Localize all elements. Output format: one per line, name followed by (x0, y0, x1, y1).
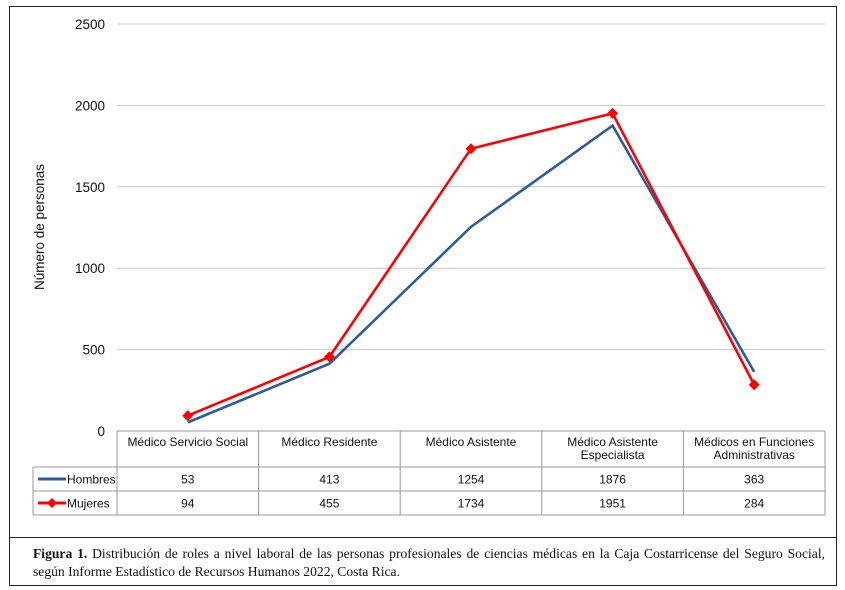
category-label: Médico Residente (281, 435, 377, 449)
figure-frame (9, 6, 837, 586)
y-axis-title: Número de personas (32, 164, 47, 290)
caption-label: Figura 1. (33, 546, 88, 561)
data-point-mujeres (748, 379, 760, 391)
category-label: Médico Servicio Social (127, 435, 248, 449)
table-value: 53 (181, 473, 195, 487)
category-label: Médicos en Funciones (694, 435, 814, 449)
y-tick-label: 1000 (75, 261, 105, 276)
category-label: Médico Asistente (567, 435, 658, 449)
table-value: 1734 (458, 497, 485, 511)
legend-label-hombres: Hombres (67, 473, 116, 487)
y-tick-label: 1500 (75, 180, 105, 195)
legend-label-mujeres: Mujeres (67, 497, 110, 511)
category-label: Médico Asistente (426, 435, 517, 449)
table-value: 284 (744, 497, 764, 511)
table-value: 94 (181, 497, 195, 511)
legend-marker-mujeres (47, 498, 57, 508)
caption-divider (9, 537, 837, 538)
data-point-mujeres (607, 107, 619, 119)
y-tick-label: 2000 (75, 98, 105, 113)
data-point-mujeres (323, 351, 335, 363)
table-value: 413 (319, 473, 339, 487)
figure-caption: Figura 1. Distribución de roles a nivel … (33, 545, 825, 581)
series-line-hombres (187, 123, 756, 424)
y-tick-label: 2500 (75, 17, 105, 32)
table-value: 1951 (599, 497, 626, 511)
caption-text: Distribución de roles a nivel laboral de… (33, 546, 825, 579)
table-value: 363 (744, 473, 764, 487)
table-value: 1876 (599, 473, 626, 487)
y-tick-label: 0 (97, 424, 105, 439)
data-point-mujeres (465, 143, 477, 155)
category-label: Especialista (581, 448, 645, 462)
line-chart: 0 500 1000 1500 2000 2500 Número de personas Mé… (32, 17, 826, 516)
category-label: Administrativas (714, 448, 795, 462)
series-line-mujeres (187, 111, 756, 417)
table-value: 455 (319, 497, 339, 511)
y-tick-label: 500 (82, 343, 105, 358)
data-point-mujeres (182, 410, 194, 422)
table-value: 1254 (458, 473, 485, 487)
